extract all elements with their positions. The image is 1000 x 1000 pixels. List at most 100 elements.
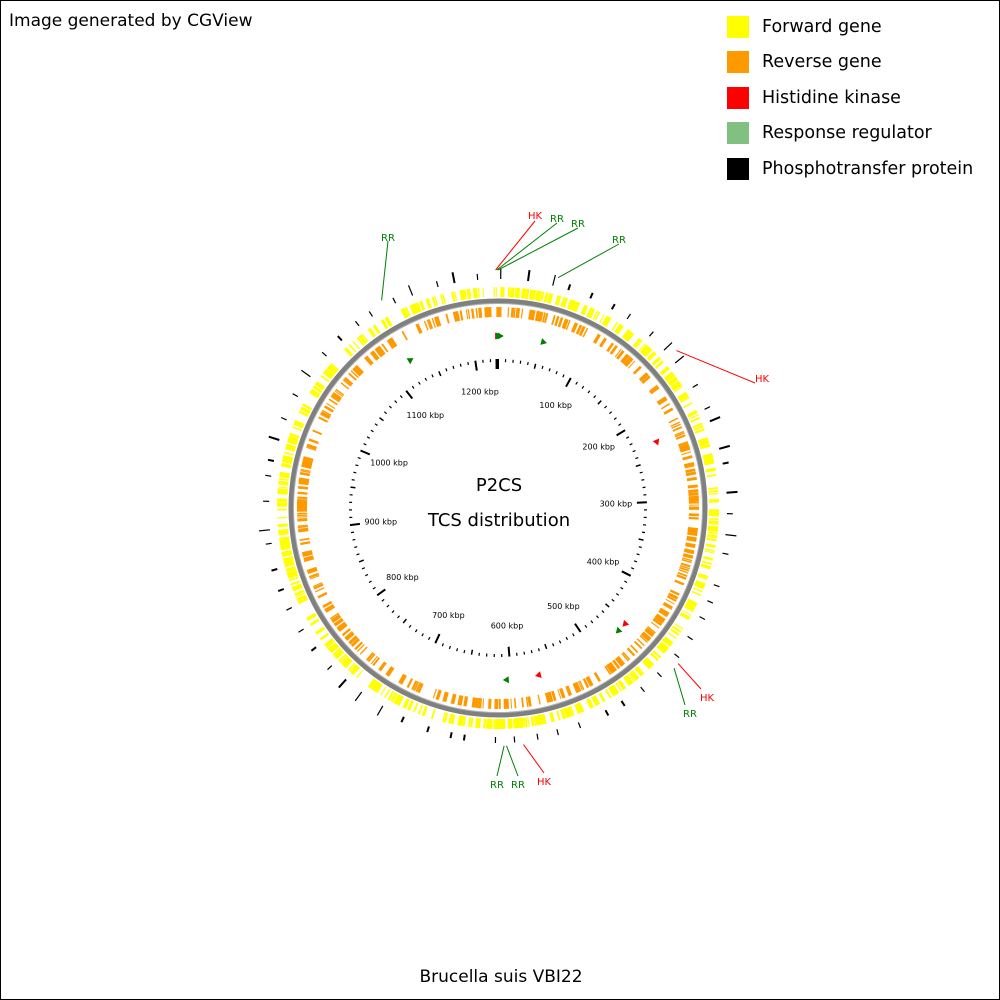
rr-annotation-label: RR (490, 780, 504, 791)
reverse-gene-mark (621, 652, 629, 662)
forward-gene-mark (563, 707, 570, 719)
reverse-gene-mark (681, 451, 692, 456)
ruler-minor-tick (620, 586, 624, 590)
ruler-major-tick (474, 360, 478, 371)
reverse-gene-mark (297, 485, 309, 490)
ruler-tick-label: 100 kbp (539, 401, 572, 410)
forward-gene-mark (683, 401, 693, 409)
forward-gene-mark (537, 291, 542, 302)
ruler-minor-tick (641, 531, 646, 534)
forward-gene-mark (507, 287, 511, 298)
reverse-gene-mark (525, 696, 529, 707)
ruler-mid-tick (533, 363, 537, 369)
reverse-gene-mark (433, 316, 439, 327)
ruler-minor-tick (626, 436, 630, 439)
forward-gene-mark (601, 315, 610, 326)
ruler-minor-tick (356, 553, 360, 556)
forward-gene-mark (278, 478, 289, 481)
forward-gene-mark (628, 673, 636, 683)
phosphotransfer-mark (449, 732, 453, 739)
reverse-gene-mark (484, 307, 486, 318)
ruler-major-tick (405, 390, 414, 400)
reverse-gene-mark (321, 409, 332, 416)
ruler-minor-tick (615, 593, 620, 596)
reverse-gene-mark (616, 350, 625, 360)
reverse-gene-mark (344, 376, 354, 386)
forward-gene-mark (707, 531, 718, 535)
forward-gene-mark (641, 345, 650, 355)
legend-swatch (727, 15, 749, 38)
forward-gene-mark (394, 694, 402, 705)
ruler-mid-tick (544, 643, 548, 650)
reverse-gene-mark (641, 375, 651, 384)
forward-gene-mark (634, 667, 643, 677)
reverse-gene-mark (624, 357, 634, 367)
phosphotransfer-mark (301, 369, 311, 378)
reverse-gene-mark (582, 678, 590, 689)
phosphotransfer-mark (725, 534, 737, 537)
forward-gene-mark (682, 610, 692, 616)
forward-gene-mark (562, 297, 568, 308)
forward-gene-mark (663, 371, 674, 381)
ruler-tick-label: 900 kbp (364, 518, 397, 527)
forward-gene-mark (409, 305, 415, 315)
phosphotransfer-mark (663, 342, 673, 351)
reverse-gene-mark (312, 582, 323, 588)
forward-gene-mark (658, 641, 670, 652)
forward-gene-mark (547, 293, 554, 304)
kbp-ruler: 100 kbp 200 kbp 300 kbp 400 kbp 500 kbp 600 k… (349, 358, 647, 658)
reverse-gene-mark (297, 491, 308, 495)
reverse-gene-mark (328, 398, 338, 406)
reverse-gene-mark (660, 403, 671, 410)
reverse-gene-mark (300, 468, 311, 472)
forward-gene-mark (585, 699, 592, 709)
ruler-tick-label: 200 kbp (582, 442, 615, 451)
ruler-minor-tick (427, 636, 431, 641)
forward-gene-mark (671, 626, 681, 634)
ruler-mid-tick (605, 603, 610, 608)
reverse-gene-mark (578, 325, 584, 336)
forward-gene-mark (290, 580, 301, 586)
legend-label: Phosphotransfer protein (762, 158, 974, 179)
phosphotransfer-mark (368, 311, 374, 317)
forward-gene-mark (591, 696, 598, 707)
forward-gene-mark (698, 439, 710, 446)
forward-gene-mark (284, 560, 295, 568)
reverse-gene-mark (652, 617, 663, 627)
forward-gene-mark (702, 555, 714, 561)
reverse-gene-mark (672, 426, 683, 432)
reverse-gene-mark (688, 495, 699, 499)
forward-gene-mark (372, 324, 381, 335)
forward-gene-mark (656, 644, 667, 654)
reverse-gene-mark (353, 366, 363, 376)
reverse-gene-mark (639, 635, 648, 643)
rr-annotation-label: RR (550, 214, 564, 225)
reverse-gene-mark (300, 470, 311, 474)
phosphotransfer-mark (589, 292, 594, 299)
reverse-gene-mark (682, 553, 694, 559)
forward-gene-mark (538, 714, 544, 725)
phosphotransfer-mark (267, 458, 275, 462)
forward-gene-mark (672, 625, 682, 632)
reverse-gene-mark (520, 308, 524, 319)
phosphotransfer-mark (656, 672, 662, 678)
reverse-gene-mark (364, 357, 372, 366)
forward-gene-mark (694, 428, 705, 434)
forward-gene-mark (361, 333, 369, 343)
legend-swatch (727, 86, 749, 109)
ruler-minor-tick (587, 390, 591, 394)
forward-gene-mark (442, 293, 447, 304)
legend-item: Response regulator (727, 116, 973, 152)
ruler-minor-tick (633, 560, 638, 563)
reverse-gene-mark (687, 531, 698, 537)
forward-gene-mark (294, 419, 305, 426)
forward-gene-mark (599, 314, 605, 324)
reverse-gene-mark (303, 555, 314, 561)
forward-gene-mark (416, 302, 422, 312)
forward-gene-mark (524, 717, 528, 728)
forward-gene-mark (285, 443, 297, 450)
forward-gene-mark (594, 311, 601, 322)
forward-gene-mark (356, 336, 365, 346)
reverse-gene-mark (606, 342, 615, 353)
